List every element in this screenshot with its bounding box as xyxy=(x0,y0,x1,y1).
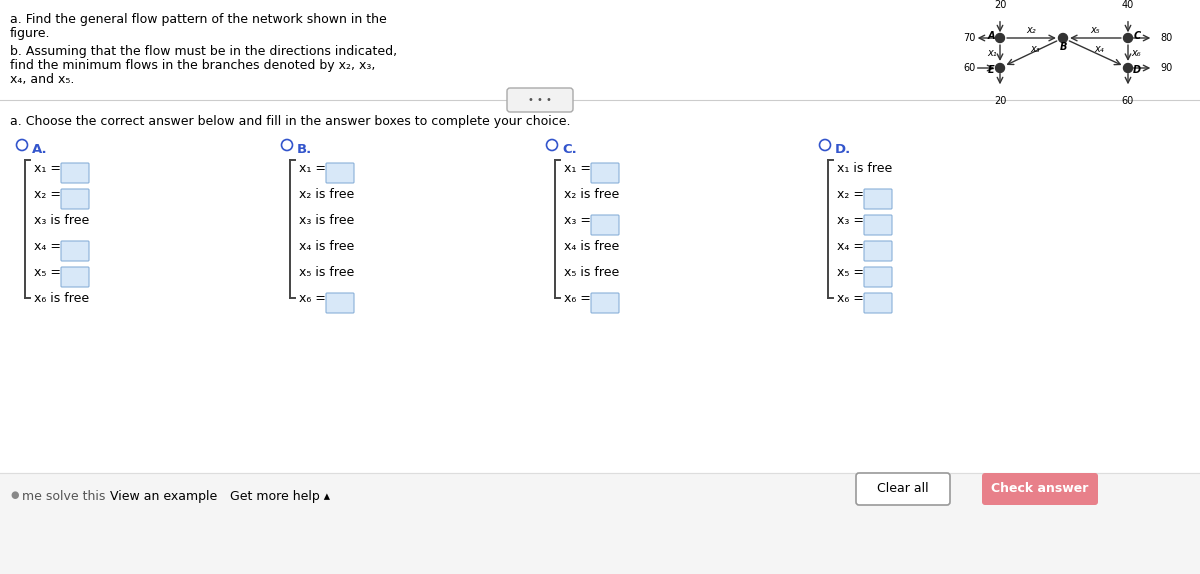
FancyBboxPatch shape xyxy=(864,189,892,209)
Circle shape xyxy=(996,64,1004,72)
Text: me solve this: me solve this xyxy=(22,490,106,503)
Circle shape xyxy=(1123,33,1133,42)
FancyBboxPatch shape xyxy=(592,215,619,235)
Text: x₃: x₃ xyxy=(1031,44,1040,54)
Text: x₂: x₂ xyxy=(1027,25,1037,35)
Text: A: A xyxy=(988,31,995,41)
Text: x₃ is free: x₃ is free xyxy=(299,214,354,227)
Text: x₁ =: x₁ = xyxy=(34,162,61,175)
Text: 80: 80 xyxy=(1160,33,1172,43)
Text: x₂ =: x₂ = xyxy=(838,188,864,201)
Text: ●: ● xyxy=(10,490,18,500)
FancyBboxPatch shape xyxy=(864,293,892,313)
Circle shape xyxy=(1123,64,1133,72)
Text: C.: C. xyxy=(562,143,577,156)
Text: x₅ =: x₅ = xyxy=(838,266,864,279)
Text: x₁ =: x₁ = xyxy=(299,162,326,175)
Text: x₆ =: x₆ = xyxy=(838,292,864,305)
Text: x₆ =: x₆ = xyxy=(564,292,590,305)
Text: x₁ is free: x₁ is free xyxy=(838,162,893,175)
Text: x₃ is free: x₃ is free xyxy=(34,214,89,227)
Circle shape xyxy=(820,139,830,150)
Text: x₅ is free: x₅ is free xyxy=(564,266,619,279)
Text: View an example: View an example xyxy=(110,490,217,503)
Text: find the minimum flows in the branches denoted by x₂, x₃,: find the minimum flows in the branches d… xyxy=(10,59,376,72)
Text: 60: 60 xyxy=(964,63,976,73)
Text: x₄ =: x₄ = xyxy=(34,240,61,253)
Text: 20: 20 xyxy=(994,96,1006,106)
Text: x₅ =: x₅ = xyxy=(34,266,61,279)
FancyBboxPatch shape xyxy=(0,494,1200,574)
Text: D.: D. xyxy=(835,143,851,156)
Text: 70: 70 xyxy=(964,33,976,43)
Text: x₆ is free: x₆ is free xyxy=(34,292,89,305)
Text: x₂ is free: x₂ is free xyxy=(299,188,354,201)
FancyBboxPatch shape xyxy=(856,473,950,505)
Text: x₆ =: x₆ = xyxy=(299,292,326,305)
FancyBboxPatch shape xyxy=(326,163,354,183)
FancyBboxPatch shape xyxy=(61,241,89,261)
Text: x₂ is free: x₂ is free xyxy=(564,188,619,201)
Text: Check answer: Check answer xyxy=(991,483,1088,495)
Text: b. Assuming that the flow must be in the directions indicated,: b. Assuming that the flow must be in the… xyxy=(10,45,397,58)
Text: a. Choose the correct answer below and fill in the answer boxes to complete your: a. Choose the correct answer below and f… xyxy=(10,115,570,128)
Text: B: B xyxy=(1060,42,1067,52)
Text: x₄, and x₅.: x₄, and x₅. xyxy=(10,73,74,86)
FancyBboxPatch shape xyxy=(592,163,619,183)
FancyBboxPatch shape xyxy=(508,88,574,112)
Text: 40: 40 xyxy=(1122,0,1134,10)
Text: x₆: x₆ xyxy=(1132,48,1141,58)
FancyBboxPatch shape xyxy=(326,293,354,313)
FancyBboxPatch shape xyxy=(592,293,619,313)
Text: x₅ is free: x₅ is free xyxy=(299,266,354,279)
Text: x₄ is free: x₄ is free xyxy=(299,240,354,253)
FancyBboxPatch shape xyxy=(864,215,892,235)
Text: C: C xyxy=(1134,31,1140,41)
Text: Get more help ▴: Get more help ▴ xyxy=(230,490,330,503)
Text: D: D xyxy=(1133,65,1141,75)
Text: a. Find the general flow pattern of the network shown in the: a. Find the general flow pattern of the … xyxy=(10,13,386,26)
Text: B.: B. xyxy=(298,143,312,156)
Text: x₄ is free: x₄ is free xyxy=(564,240,619,253)
Circle shape xyxy=(282,139,293,150)
FancyBboxPatch shape xyxy=(61,189,89,209)
Text: x₁ =: x₁ = xyxy=(564,162,592,175)
Circle shape xyxy=(996,33,1004,42)
Text: x₃ =: x₃ = xyxy=(564,214,592,227)
Text: x₅: x₅ xyxy=(1091,25,1100,35)
Text: x₃ =: x₃ = xyxy=(838,214,864,227)
Text: E: E xyxy=(988,65,995,75)
Text: x₄ =: x₄ = xyxy=(838,240,864,253)
Text: Clear all: Clear all xyxy=(877,483,929,495)
Text: x₁: x₁ xyxy=(988,48,997,58)
FancyBboxPatch shape xyxy=(864,241,892,261)
FancyBboxPatch shape xyxy=(982,473,1098,505)
FancyBboxPatch shape xyxy=(61,267,89,287)
FancyBboxPatch shape xyxy=(61,163,89,183)
Circle shape xyxy=(17,139,28,150)
Text: x₂ =: x₂ = xyxy=(34,188,61,201)
Circle shape xyxy=(546,139,558,150)
Text: 20: 20 xyxy=(994,0,1006,10)
Text: • • •: • • • xyxy=(528,95,552,105)
Text: x₄: x₄ xyxy=(1094,44,1104,54)
Text: 90: 90 xyxy=(1160,63,1172,73)
Text: 60: 60 xyxy=(1122,96,1134,106)
Circle shape xyxy=(1058,33,1068,42)
Text: A.: A. xyxy=(32,143,48,156)
FancyBboxPatch shape xyxy=(864,267,892,287)
Text: figure.: figure. xyxy=(10,27,50,40)
